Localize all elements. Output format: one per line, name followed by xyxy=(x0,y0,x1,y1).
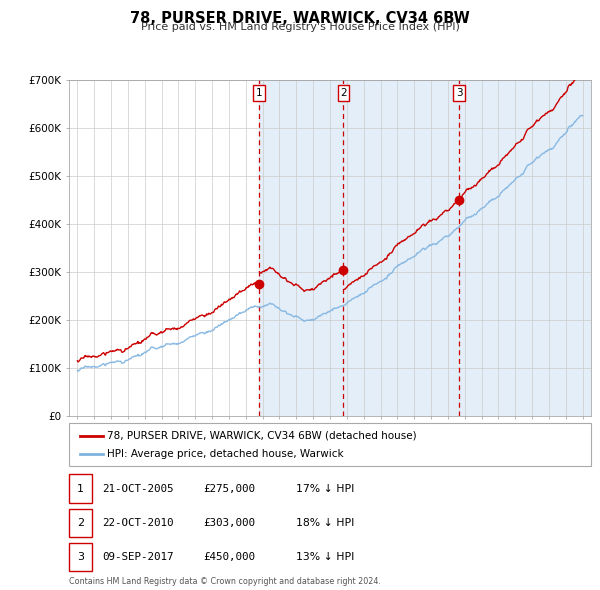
Text: Price paid vs. HM Land Registry's House Price Index (HPI): Price paid vs. HM Land Registry's House … xyxy=(140,22,460,32)
Text: 18% ↓ HPI: 18% ↓ HPI xyxy=(296,518,354,527)
Text: £303,000: £303,000 xyxy=(203,518,255,527)
Text: 22-OCT-2010: 22-OCT-2010 xyxy=(103,518,174,527)
Text: 2: 2 xyxy=(340,88,347,98)
Text: 21-OCT-2005: 21-OCT-2005 xyxy=(103,484,174,493)
Bar xyxy=(343,80,459,416)
Text: 17% ↓ HPI: 17% ↓ HPI xyxy=(296,484,354,493)
Text: 13% ↓ HPI: 13% ↓ HPI xyxy=(296,552,354,562)
Text: 78, PURSER DRIVE, WARWICK, CV34 6BW: 78, PURSER DRIVE, WARWICK, CV34 6BW xyxy=(130,11,470,25)
Bar xyxy=(259,80,343,416)
Bar xyxy=(459,80,591,416)
Text: 78, PURSER DRIVE, WARWICK, CV34 6BW (detached house): 78, PURSER DRIVE, WARWICK, CV34 6BW (det… xyxy=(107,431,417,441)
Text: 1: 1 xyxy=(256,88,263,98)
Text: 09-SEP-2017: 09-SEP-2017 xyxy=(103,552,174,562)
Text: 1: 1 xyxy=(77,484,84,493)
Text: 3: 3 xyxy=(456,88,463,98)
Text: 3: 3 xyxy=(77,552,84,562)
Text: HPI: Average price, detached house, Warwick: HPI: Average price, detached house, Warw… xyxy=(107,448,344,458)
Text: Contains HM Land Registry data © Crown copyright and database right 2024.: Contains HM Land Registry data © Crown c… xyxy=(69,577,381,586)
Text: £450,000: £450,000 xyxy=(203,552,255,562)
Text: 2: 2 xyxy=(77,518,84,527)
Text: £275,000: £275,000 xyxy=(203,484,255,493)
